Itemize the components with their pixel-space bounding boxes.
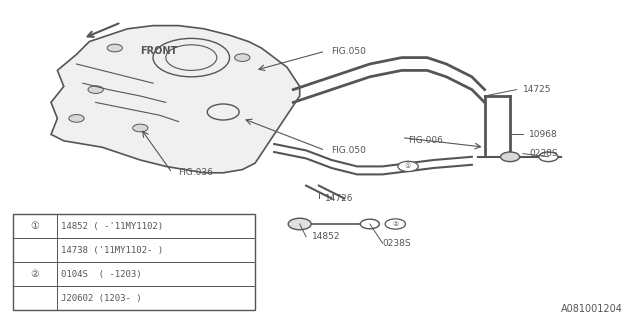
Text: FRONT: FRONT [140,46,177,56]
Text: A081001204: A081001204 [561,304,623,314]
Text: ②: ② [392,221,399,227]
Text: FIG.036: FIG.036 [179,168,213,177]
Text: FIG.050: FIG.050 [332,47,367,56]
Text: 14852: 14852 [312,232,341,241]
Text: 10968: 10968 [529,130,558,139]
Circle shape [107,44,122,52]
Text: 14726: 14726 [325,194,354,203]
Circle shape [69,115,84,122]
Circle shape [539,152,558,162]
Text: 0238S: 0238S [383,239,412,248]
Text: FIG.006: FIG.006 [408,136,443,145]
Text: 14725: 14725 [523,85,552,94]
Circle shape [385,219,406,229]
Text: J20602 (1203- ): J20602 (1203- ) [61,294,141,303]
Text: 0238S: 0238S [529,149,558,158]
Text: 14852 ( -'11MY1102): 14852 ( -'11MY1102) [61,222,163,231]
Text: 0104S  ( -1203): 0104S ( -1203) [61,270,141,279]
Circle shape [360,219,380,229]
Text: ②: ② [31,269,40,279]
Text: FIG.050: FIG.050 [332,146,367,155]
Circle shape [235,54,250,61]
Circle shape [398,161,419,172]
Polygon shape [51,26,300,173]
Circle shape [88,86,103,93]
Circle shape [288,218,311,230]
Circle shape [132,124,148,132]
Circle shape [500,152,520,162]
Text: 14738 ('11MY1102- ): 14738 ('11MY1102- ) [61,246,163,255]
Text: ①: ① [405,164,412,169]
Text: ①: ① [31,221,40,231]
